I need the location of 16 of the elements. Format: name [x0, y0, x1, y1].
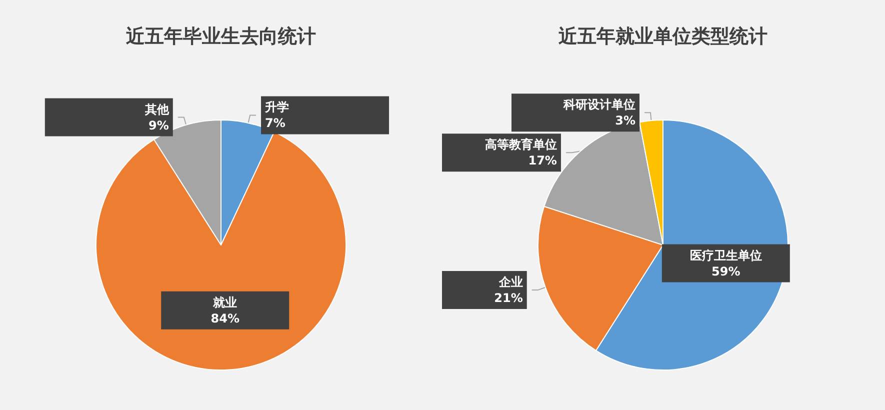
data-label: 21%: [494, 291, 523, 306]
slice-label: 就业: [212, 295, 238, 310]
slice-label: 企业: [498, 275, 523, 290]
slice-label: 高等教育单位: [484, 138, 557, 152]
slice-label: 其他: [144, 102, 170, 116]
data-label: 7%: [265, 116, 286, 130]
data-label: 59%: [712, 264, 740, 278]
data-label: 17%: [528, 154, 557, 168]
data-label: 9%: [148, 118, 169, 132]
slice-label: 医疗卫生单位: [690, 248, 762, 262]
data-label: 84%: [210, 311, 240, 326]
chart-title: 近五年就业单位类型统计: [558, 26, 768, 48]
data-label: 3%: [615, 114, 636, 128]
slice-label: 科研设计单位: [562, 98, 636, 112]
chart-title: 近五年毕业生去向统计: [125, 26, 316, 48]
slice-label: 升学: [264, 100, 290, 114]
